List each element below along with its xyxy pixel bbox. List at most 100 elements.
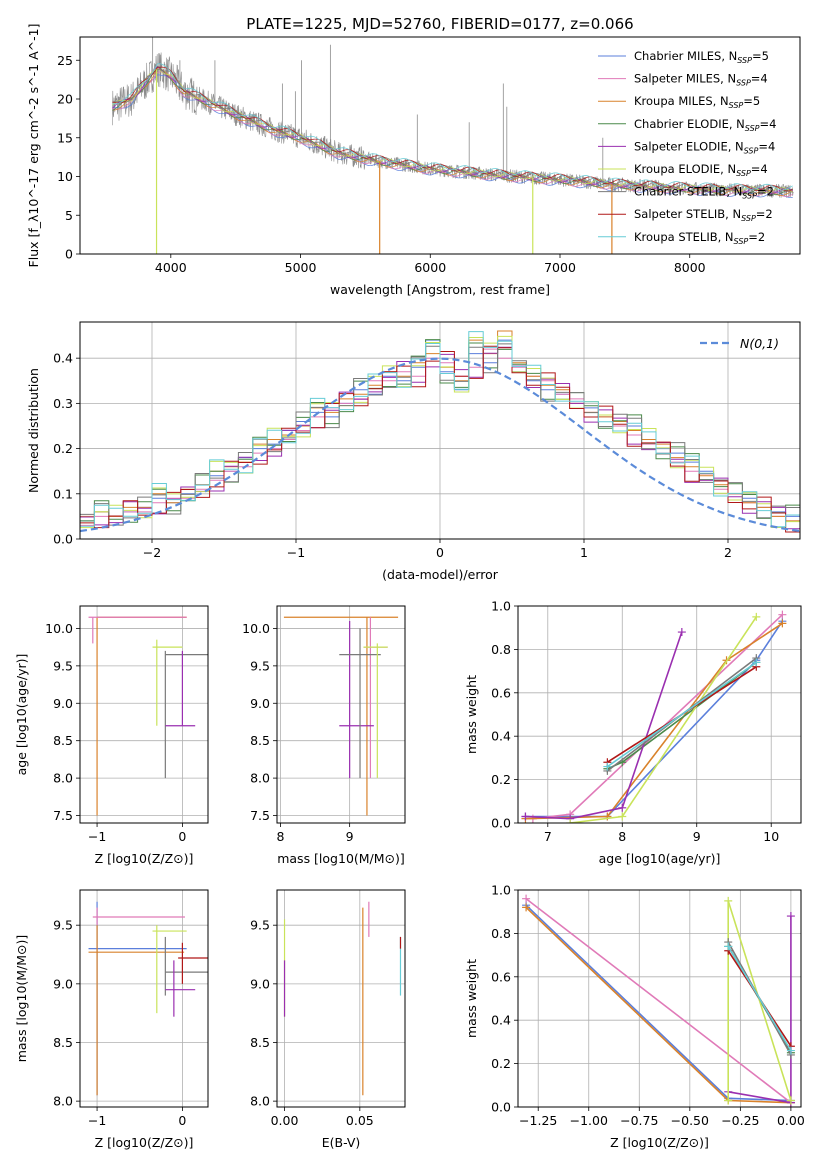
x-tick-label: 4000 xyxy=(155,260,187,275)
axes-frame xyxy=(79,321,801,540)
legend-label: Salpeter MILES, NSSP=4 xyxy=(634,72,768,88)
y-tick-label: 0.8 xyxy=(491,642,511,657)
y-tick-label: 0.4 xyxy=(491,1013,511,1028)
model-line-4 xyxy=(112,66,793,194)
y-tick-label: 10.0 xyxy=(45,621,73,636)
legend-label: Chabrier MILES, NSSP=5 xyxy=(634,49,769,65)
x-axis-label: wavelength [Angstrom, rest frame] xyxy=(330,282,550,297)
x-tick-label: 9 xyxy=(693,829,701,844)
legend-label: Chabrier STELIB, NSSP=2 xyxy=(634,185,774,201)
mass-weight-point xyxy=(566,819,575,823)
y-tick-label: 9.5 xyxy=(250,918,270,933)
mass-weight-line-4 xyxy=(728,916,792,1104)
x-tick-label: 0 xyxy=(178,829,186,844)
mass-weight-point xyxy=(752,612,761,621)
x-tick-label: 2 xyxy=(724,545,732,560)
y-tick-label: 9.0 xyxy=(53,696,73,711)
model-line-2 xyxy=(112,68,793,196)
mass-weight-point xyxy=(786,1046,795,1055)
y-tick-label: 9.0 xyxy=(53,976,73,991)
y-tick-label: 9.5 xyxy=(53,918,73,933)
x-tick-label: 0 xyxy=(178,1113,186,1128)
plot-area-3 xyxy=(80,606,208,823)
panel-8: −1.25 −1.00 −0.75 −0.50 −0.25 0.00 0.0 0.2 0.4 0.… xyxy=(464,883,805,1151)
y-tick-label: 0.0 xyxy=(53,532,73,547)
x-tick-label: −0.75 xyxy=(620,1113,658,1128)
mass-weight-point xyxy=(786,912,795,921)
mass-weight-point xyxy=(618,803,627,812)
mass-weight-point xyxy=(677,628,686,637)
mass-weight-line-2 xyxy=(525,906,791,1104)
legend-label: Kroupa MILES, NSSP=5 xyxy=(634,94,760,110)
x-tick-label: 6000 xyxy=(414,260,446,275)
mass-weight-line-1 xyxy=(532,614,783,820)
x-tick-label: −0.25 xyxy=(721,1113,759,1128)
mass-weight-point xyxy=(724,942,733,951)
y-tick-label: 0.3 xyxy=(53,396,73,411)
y-tick-label: 9.0 xyxy=(250,976,270,991)
y-tick-label: 7.5 xyxy=(250,808,270,823)
legend-label: N(0,1) xyxy=(740,336,779,351)
x-tick-label: 10 xyxy=(763,829,779,844)
y-tick-label: 15 xyxy=(57,130,73,145)
axes-frame xyxy=(517,889,802,1108)
y-tick-label: 8.0 xyxy=(53,1094,73,1109)
plot-area-8 xyxy=(518,890,801,1107)
x-tick-label: −1.25 xyxy=(519,1113,557,1128)
panel-1: 4000 5000 6000 7000 8000 0 5 10 15 20 25 wavelength… xyxy=(26,24,801,297)
y-tick-label: 0.1 xyxy=(53,486,73,501)
panel-4: 8 9 7.5 8.0 8.5 9.0 9.5 10.0 mass [log10(M/M⊙)] xyxy=(242,605,406,866)
mass-weight-line-2 xyxy=(525,622,783,820)
x-tick-label: 7 xyxy=(544,829,552,844)
mass-weight-point xyxy=(778,610,787,619)
mass-weight-point xyxy=(522,894,531,903)
mass-weight-point xyxy=(752,658,761,667)
mass-weight-point xyxy=(724,1096,733,1105)
y-tick-label: 0.6 xyxy=(491,969,511,984)
y-tick-label: 10.0 xyxy=(242,621,270,636)
figure-title: PLATE=1225, MJD=52760, FIBERID=0177, z=0… xyxy=(246,15,633,33)
y-tick-label: 5 xyxy=(65,208,73,223)
x-tick-label: 0.00 xyxy=(271,1113,299,1128)
legend-label: Kroupa ELODIE, NSSP=4 xyxy=(634,162,768,178)
x-axis-label: E(B-V) xyxy=(322,1135,361,1150)
panel-7: 0.00 0.05 8.0 8.5 9.0 9.5 E(B-V) xyxy=(250,889,406,1150)
y-tick-label: 0.0 xyxy=(491,816,511,831)
y-axis-label: age [log10(age/yr)] xyxy=(14,654,29,776)
x-tick-label: 8000 xyxy=(674,260,706,275)
mass-weight-point xyxy=(603,762,612,771)
x-tick-label: 0.05 xyxy=(346,1113,374,1128)
y-tick-label: 20 xyxy=(57,92,73,107)
plot-area-5 xyxy=(518,606,801,823)
axes-frame xyxy=(79,36,801,255)
mass-weight-line-0 xyxy=(525,620,784,818)
y-tick-label: 0.4 xyxy=(491,729,511,744)
y-tick-label: 0.8 xyxy=(491,926,511,941)
x-tick-label: 8 xyxy=(276,829,284,844)
axes-frame xyxy=(79,889,209,1108)
y-tick-label: 9.5 xyxy=(250,658,270,673)
mass-weight-line-8 xyxy=(606,661,757,768)
mass-weight-point xyxy=(522,903,531,912)
y-tick-label: 9.0 xyxy=(250,696,270,711)
x-tick-label: −0.50 xyxy=(671,1113,709,1128)
plot-area-1 xyxy=(112,37,794,254)
x-tick-label: 1 xyxy=(580,545,588,560)
y-axis-label: mass [log10(M/M⊙)] xyxy=(14,935,29,1063)
y-tick-label: 25 xyxy=(57,53,73,68)
x-axis-label: (data-model)/error xyxy=(382,567,499,582)
model-line-1 xyxy=(112,71,793,197)
y-tick-label: 8.5 xyxy=(250,733,270,748)
model-line-8 xyxy=(112,63,793,191)
legend-label: Chabrier ELODIE, NSSP=4 xyxy=(634,117,776,133)
x-axis-label: age [log10(age/yr)] xyxy=(599,851,721,866)
x-axis-label: Z [log10(Z/Z⊙)] xyxy=(95,1135,194,1150)
axes-frame xyxy=(517,605,802,824)
x-tick-label: −1 xyxy=(88,829,106,844)
x-tick-label: 8 xyxy=(618,829,626,844)
y-tick-label: 0.6 xyxy=(491,685,511,700)
y-tick-label: 0 xyxy=(65,247,73,262)
y-tick-label: 0.2 xyxy=(491,1056,511,1071)
x-tick-label: −2 xyxy=(143,545,161,560)
